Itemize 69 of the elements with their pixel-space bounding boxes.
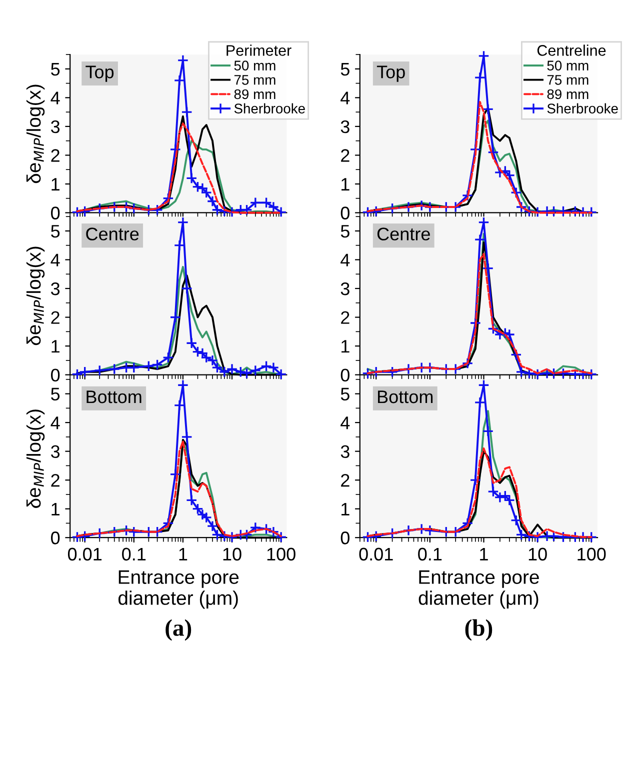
annotation: Top (86, 66, 114, 82)
y-tick-label: 3 (50, 282, 60, 296)
y-tick-label: 3 (340, 282, 350, 296)
y-axis-title: δe$_{MIP}$/log(x) (26, 410, 45, 508)
y-tick-label: 1 (52, 178, 60, 191)
x-tick-label: 0.01 (68, 548, 102, 561)
legend-label: 50 mm (234, 60, 276, 70)
x-tick-label: 0.01 (359, 548, 393, 561)
legend-label: 75 mm (234, 75, 276, 85)
y-tick-label: 5 (340, 225, 350, 238)
y-tick-label: 5 (340, 63, 350, 76)
x-tick-label: 0.1 (418, 548, 442, 561)
text: (b) (465, 619, 492, 641)
y-tick-label: 0 (51, 532, 60, 544)
text: (a) (166, 619, 192, 641)
legend-title: Perimeter (226, 44, 292, 56)
y-tick-label: 0 (340, 368, 350, 382)
y-tick-label: 1 (342, 178, 350, 191)
y-tick-label: 1 (52, 502, 60, 516)
y-tick-label: 5 (51, 388, 60, 400)
x-tick-label: 10 (528, 548, 547, 561)
y-tick-label: 2 (341, 149, 350, 162)
y-tick-label: 0 (340, 532, 350, 544)
y-tick-label: 2 (341, 311, 350, 324)
annotation: Top (376, 66, 405, 82)
legend-label: 50 mm (547, 60, 588, 70)
x-tick-label: 10 (223, 548, 242, 561)
y-axis-title: δe$_{MIP}$/log(x) (26, 246, 45, 346)
legend-label: 89 mm (547, 89, 588, 100)
y-tick-label: 4 (50, 416, 60, 430)
x-axis-title: Entrance pore diameter (μm) (118, 570, 239, 609)
annotation: Bottom (378, 390, 433, 404)
x-tick-label: 0.1 (122, 548, 146, 561)
y-tick-label: 4 (50, 92, 60, 104)
y-tick-label: 3 (50, 120, 60, 134)
y-tick-label: 4 (340, 254, 350, 266)
x-axis-title: Entrance pore diameter (μm) (418, 570, 539, 609)
y-tick-label: 5 (340, 388, 350, 400)
annotation: Centre (86, 228, 139, 240)
legend-label: Sherbrooke (234, 103, 305, 114)
y-tick-label: 2 (51, 149, 60, 162)
y-axis-title: δe$_{MIP}$/log(x) (26, 84, 45, 184)
y-tick-label: 1 (52, 340, 60, 353)
legend-label: 75 mm (547, 75, 588, 85)
y-tick-label: 4 (50, 254, 60, 266)
legend-label: 89 mm (234, 89, 276, 100)
x-tick-label: 100 (267, 548, 296, 561)
x-tick-label: 1 (179, 548, 188, 560)
annotation: Centre (377, 228, 430, 240)
legend-title: Centreline (537, 44, 606, 56)
y-tick-label: 3 (50, 445, 60, 458)
legend-label: Sherbrooke (547, 103, 618, 114)
y-tick-label: 3 (340, 445, 350, 458)
y-tick-label: 2 (51, 311, 60, 324)
y-tick-label: 4 (340, 92, 350, 104)
y-tick-label: 2 (51, 474, 60, 487)
y-tick-label: 5 (51, 225, 60, 238)
y-tick-label: 5 (51, 63, 60, 76)
y-tick-label: 3 (340, 120, 350, 134)
x-tick-label: 1 (480, 548, 488, 560)
y-tick-label: 0 (340, 206, 350, 220)
y-tick-label: 1 (342, 340, 350, 353)
y-tick-label: 2 (341, 474, 350, 487)
annotation: Bottom (86, 390, 142, 404)
x-tick-label: 100 (578, 548, 606, 561)
y-tick-label: 0 (51, 368, 60, 382)
y-tick-label: 0 (51, 206, 60, 220)
y-tick-label: 1 (342, 502, 350, 516)
y-tick-label: 4 (340, 416, 350, 430)
